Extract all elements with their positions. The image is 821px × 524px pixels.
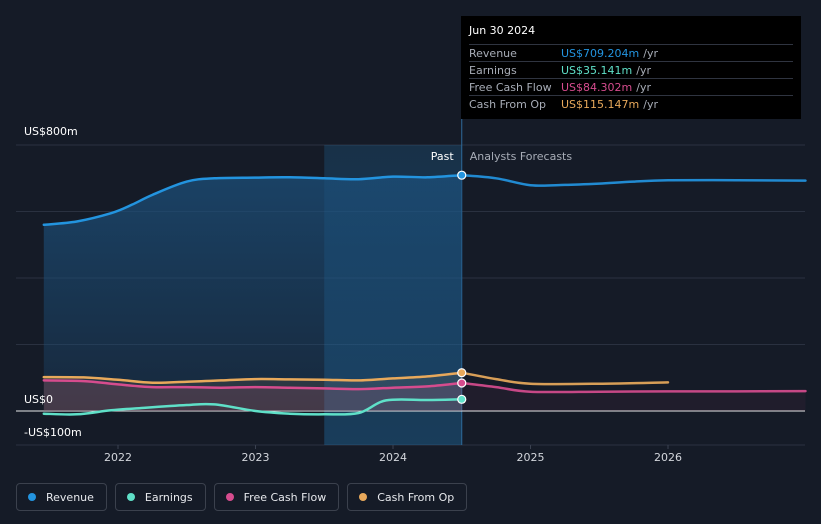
legend-dot-icon [28, 493, 36, 501]
tooltip-row-earnings: Earnings US$35.141m /yr [469, 61, 793, 78]
tooltip-label: Revenue [469, 46, 517, 60]
tooltip-value: US$35.141m [561, 63, 633, 77]
forecast-label: Analysts Forecasts [469, 150, 573, 163]
line-cash-from-op [42, 371, 464, 385]
tooltip-row-cash-from-op: Cash From Op US$115.147m /yr [469, 95, 793, 112]
y-axis-label: -US$100m [24, 426, 82, 439]
line-revenue-forecast [460, 173, 807, 187]
x-tick-label-2023: 2023 [241, 451, 270, 464]
line-earnings [42, 398, 464, 416]
tooltip-unit: /yr [643, 46, 658, 60]
past-label: Past [430, 150, 454, 163]
marker-revenue [457, 170, 467, 180]
legend-item-cash-from-op[interactable]: Cash From Op [347, 483, 468, 511]
x-tick-label-2022: 2022 [104, 451, 132, 464]
legend-dot-icon [359, 493, 368, 501]
line-free-cash-flow [42, 379, 464, 391]
marker-free-cash-flow [457, 378, 467, 388]
area-revenue [43, 175, 462, 411]
legend-dot-icon [126, 493, 135, 501]
marker-earnings [457, 394, 467, 404]
legend-item-earnings[interactable]: Earnings [114, 483, 206, 511]
x-tick-label-2026: 2026 [654, 451, 682, 464]
tooltip-value: US$115.147m [561, 97, 640, 111]
tooltip-label: Earnings [469, 63, 517, 77]
tooltip-date: Jun 30 2024 [469, 24, 536, 37]
marker-cash-from-op [457, 368, 467, 378]
tooltip-value: US$709.204m [561, 46, 640, 60]
legend-dot-icon [225, 493, 234, 501]
line-revenue [42, 173, 464, 227]
area-cash-from-op [43, 372, 462, 411]
tooltip-unit: /yr [636, 63, 651, 77]
legend-label: Revenue [46, 490, 94, 504]
tooltip-label: Free Cash Flow [469, 80, 552, 94]
tooltip-unit: /yr [643, 97, 658, 111]
x-tick-label-2024: 2024 [379, 451, 407, 464]
legend-label: Free Cash Flow [243, 490, 327, 504]
legend-label: Cash From Op [377, 490, 455, 504]
legend-item-free-cash-flow[interactable]: Free Cash Flow [213, 483, 340, 511]
tooltip: Jun 30 2024 Revenue US$709.204m /yr Earn… [461, 16, 801, 119]
legend-item-revenue[interactable]: Revenue [16, 483, 107, 511]
line-cash-from-op-forecast [460, 371, 670, 386]
tooltip-row-free-cash-flow: Free Cash Flow US$84.302m /yr [469, 78, 793, 95]
y-axis-label: US$0 [24, 393, 54, 406]
line-free-cash-flow-forecast [460, 381, 807, 394]
area-free-cash-flow-forecast [461, 383, 806, 411]
tooltip-unit: /yr [636, 80, 651, 94]
tooltip-value: US$84.302m [561, 80, 633, 94]
legend-label: Earnings [144, 490, 193, 504]
y-axis-label: US$800m [24, 125, 78, 138]
tooltip-row-revenue: Revenue US$709.204m /yr [469, 44, 793, 61]
legend: Revenue Earnings Free Cash Flow Cash Fro… [16, 483, 468, 511]
x-tick-label-2025: 2025 [516, 451, 545, 464]
tooltip-label: Cash From Op [469, 97, 547, 111]
